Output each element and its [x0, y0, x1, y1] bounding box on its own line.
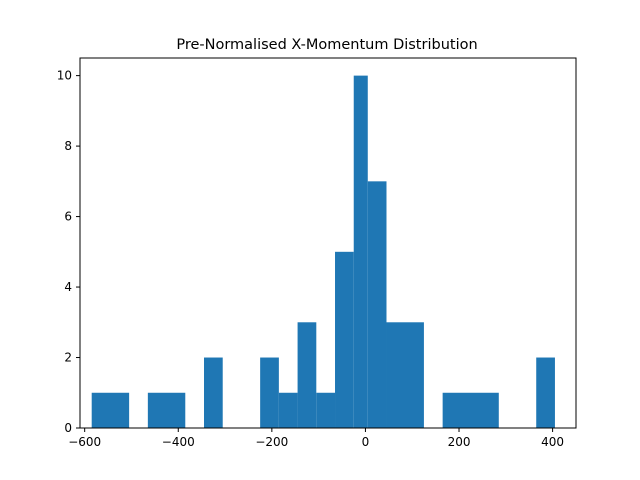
y-tick-label: 2	[64, 351, 72, 365]
histogram-bar	[147, 392, 186, 428]
histogram-bar	[386, 322, 424, 428]
plot-area-frame	[79, 57, 577, 429]
histogram-bar	[278, 392, 298, 428]
histogram-bar	[297, 322, 317, 428]
histogram-bar	[204, 357, 223, 428]
x-axis-ticks: −600 −400 −200 0 200 400	[68, 428, 564, 449]
y-tick-label: 4	[64, 280, 72, 294]
x-tick-label: −600	[68, 435, 101, 449]
y-axis-ticks: 0 2 4 6 8 10	[57, 69, 80, 435]
histogram-bar	[316, 392, 336, 428]
y-tick-label: 6	[64, 210, 72, 224]
histogram-bar	[442, 392, 499, 428]
histogram-bar	[260, 357, 279, 428]
histogram-bar	[91, 392, 130, 428]
histogram-bars	[91, 75, 555, 428]
x-tick-label: 200	[448, 435, 471, 449]
y-tick-label: 0	[64, 421, 72, 435]
x-tick-label: 0	[362, 435, 370, 449]
x-tick-label: −400	[162, 435, 195, 449]
histogram-bar	[335, 251, 354, 428]
chart-title: Pre-Normalised X-Momentum Distribution	[176, 37, 477, 53]
histogram-bar	[367, 181, 387, 428]
histogram-bar	[353, 75, 368, 428]
y-tick-label: 8	[64, 139, 72, 153]
y-tick-label: 10	[57, 69, 72, 83]
x-tick-label: −200	[255, 435, 288, 449]
histogram-bar	[536, 357, 555, 428]
x-tick-label: 400	[541, 435, 564, 449]
